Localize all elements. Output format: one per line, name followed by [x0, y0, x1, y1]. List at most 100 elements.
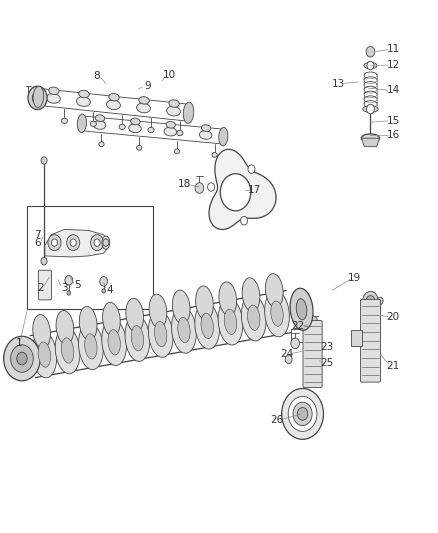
FancyBboxPatch shape	[360, 300, 381, 382]
Text: 5: 5	[74, 280, 81, 290]
Ellipse shape	[148, 127, 154, 133]
Ellipse shape	[265, 290, 290, 337]
Text: 12: 12	[386, 60, 400, 70]
Ellipse shape	[79, 306, 97, 340]
Ellipse shape	[137, 146, 142, 150]
Ellipse shape	[183, 102, 194, 123]
Text: 3: 3	[61, 282, 68, 293]
Ellipse shape	[119, 124, 125, 130]
Circle shape	[240, 216, 247, 225]
Circle shape	[70, 239, 76, 246]
Ellipse shape	[265, 273, 283, 308]
Circle shape	[4, 336, 40, 381]
Ellipse shape	[271, 301, 283, 326]
Text: 14: 14	[386, 85, 400, 95]
Text: 20: 20	[386, 312, 399, 322]
Circle shape	[91, 235, 104, 251]
Text: 15: 15	[386, 116, 400, 126]
Circle shape	[367, 61, 374, 70]
Circle shape	[288, 397, 317, 431]
Text: 7: 7	[34, 230, 40, 240]
Ellipse shape	[219, 282, 237, 316]
Text: 8: 8	[93, 70, 99, 80]
Circle shape	[366, 46, 375, 57]
Ellipse shape	[155, 321, 167, 347]
Text: 6: 6	[34, 238, 40, 248]
Circle shape	[42, 285, 48, 294]
Circle shape	[220, 174, 251, 211]
Circle shape	[17, 352, 27, 365]
Circle shape	[285, 355, 292, 364]
Ellipse shape	[149, 294, 167, 328]
Ellipse shape	[102, 302, 120, 336]
Circle shape	[41, 257, 47, 265]
Text: 2: 2	[37, 282, 44, 293]
Ellipse shape	[164, 127, 177, 136]
Circle shape	[282, 389, 323, 439]
Ellipse shape	[174, 149, 180, 154]
Ellipse shape	[109, 93, 119, 101]
Ellipse shape	[32, 332, 57, 378]
Ellipse shape	[173, 290, 190, 324]
Circle shape	[94, 239, 100, 246]
Ellipse shape	[33, 314, 50, 349]
Circle shape	[307, 316, 318, 328]
Ellipse shape	[77, 97, 90, 107]
Circle shape	[65, 276, 73, 285]
Text: 18: 18	[177, 179, 191, 189]
Text: 26: 26	[270, 415, 283, 425]
Ellipse shape	[108, 329, 120, 355]
FancyBboxPatch shape	[303, 320, 322, 387]
Ellipse shape	[201, 125, 211, 132]
Circle shape	[103, 239, 109, 246]
Ellipse shape	[212, 152, 217, 157]
Circle shape	[48, 235, 61, 251]
Text: 4: 4	[106, 285, 113, 295]
Ellipse shape	[178, 317, 190, 343]
Polygon shape	[45, 229, 108, 257]
Ellipse shape	[56, 311, 74, 344]
Polygon shape	[351, 330, 362, 346]
Ellipse shape	[106, 100, 120, 110]
Ellipse shape	[90, 121, 96, 126]
Circle shape	[367, 104, 374, 114]
Ellipse shape	[139, 96, 149, 104]
Ellipse shape	[219, 127, 228, 146]
Ellipse shape	[224, 309, 237, 334]
Ellipse shape	[95, 115, 105, 122]
FancyBboxPatch shape	[39, 270, 51, 300]
Ellipse shape	[195, 303, 219, 349]
Ellipse shape	[61, 338, 74, 363]
Circle shape	[363, 292, 378, 311]
Ellipse shape	[177, 131, 183, 136]
Text: 10: 10	[162, 70, 176, 79]
Text: 21: 21	[386, 361, 400, 371]
Text: 25: 25	[320, 358, 334, 368]
Ellipse shape	[364, 62, 377, 69]
Circle shape	[195, 183, 204, 193]
Ellipse shape	[296, 299, 307, 320]
Circle shape	[100, 277, 108, 286]
Polygon shape	[361, 138, 380, 147]
Ellipse shape	[199, 131, 212, 139]
Ellipse shape	[129, 124, 141, 133]
Ellipse shape	[131, 326, 144, 351]
Circle shape	[51, 239, 57, 246]
Text: 22: 22	[292, 321, 305, 331]
Circle shape	[67, 291, 71, 295]
Ellipse shape	[49, 87, 59, 94]
Bar	[27, 206, 153, 309]
Ellipse shape	[99, 142, 104, 147]
Ellipse shape	[218, 298, 243, 345]
Text: 19: 19	[348, 273, 361, 283]
Circle shape	[41, 157, 47, 164]
Ellipse shape	[102, 319, 127, 366]
Ellipse shape	[93, 120, 106, 130]
Ellipse shape	[55, 327, 80, 374]
Ellipse shape	[247, 305, 260, 330]
Ellipse shape	[78, 323, 103, 369]
Ellipse shape	[169, 100, 179, 107]
Circle shape	[208, 183, 215, 191]
Circle shape	[366, 296, 375, 306]
Ellipse shape	[126, 298, 144, 332]
